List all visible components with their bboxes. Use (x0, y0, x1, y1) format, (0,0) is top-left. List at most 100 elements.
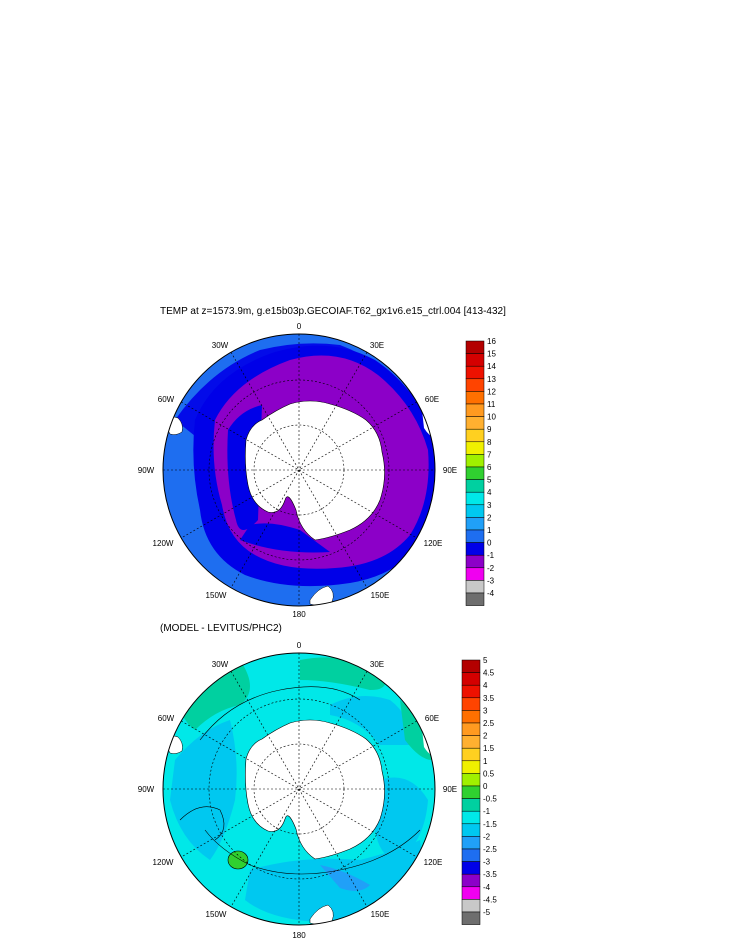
panel1-colorbar-label-12: 4 (487, 488, 492, 497)
panel2-colorbar-swatch-14 (461, 836, 481, 850)
panel2-colorbar-label-13: -1.5 (483, 820, 497, 829)
panel1-antarctica (245, 400, 385, 541)
panel1-colorbar-swatch-8 (465, 441, 485, 455)
panel1-band-blue-ross (240, 523, 330, 553)
panel1-colorbar-label-2: 14 (487, 362, 496, 371)
panel2-colorbar-swatch-20 (461, 911, 481, 925)
panel1-colorbar-swatch-15 (465, 529, 485, 543)
panel1-colorbar-label-17: -1 (487, 551, 495, 560)
panel1-colorbar-swatch-18 (465, 567, 485, 581)
panel1-map (163, 334, 435, 606)
panel2-colorbar-label-7: 1.5 (483, 744, 495, 753)
panel2-lon-30w: 30W (212, 660, 229, 669)
panel2-colorbar-swatch-19 (461, 899, 481, 913)
panel2-map-border (162, 652, 436, 926)
panel2-colorbar-label-6: 2 (483, 732, 488, 741)
panel2-colorbar-label-3: 3.5 (483, 694, 495, 703)
panel1-lon-150e: 150E (371, 591, 390, 600)
panel1-colorbar-label-4: 12 (487, 387, 496, 396)
panel2-colorbar-swatch-5 (461, 722, 481, 736)
panel2-contour-3 (179, 806, 225, 841)
panel1-lon-90w: 90W (138, 466, 155, 475)
panel2-patch-west (170, 720, 237, 860)
panel1-colorbar-swatch-4 (465, 391, 485, 405)
panel2-colorbar-label-9: 0.5 (483, 769, 495, 778)
panel1-graticule (163, 334, 435, 606)
panel1-lon-120w: 120W (153, 539, 174, 548)
panel2-title: (MODEL - LEVITUS/PHC2) (160, 623, 282, 634)
panel2-colorbar-label-4: 3 (483, 706, 488, 715)
panel2-colorbar-swatch-16 (461, 861, 481, 875)
panel1-colorbar-label-0: 16 (487, 337, 496, 346)
panel2-lon-90e: 90E (443, 785, 457, 794)
panel2-colorbar-swatch-18 (461, 886, 481, 900)
panel2-lon-150e: 150E (371, 910, 390, 919)
panel1-lon-0: 0 (297, 322, 302, 331)
panel2-colorbar-label-8: 1 (483, 757, 488, 766)
panel2-colorbar-swatch-1 (461, 672, 481, 686)
panel1-lon-120e: 120E (424, 539, 443, 548)
panel2-contour-2 (204, 829, 421, 875)
panel2-colorbar-label-11: -0.5 (483, 795, 497, 804)
panel1-colorbar-label-16: 0 (487, 539, 492, 548)
panel2-lon-30e: 30E (370, 660, 384, 669)
panel1-map-border (162, 333, 436, 607)
panel2-colorbar-label-18: -4 (483, 883, 491, 892)
panel1-colorbar-swatch-19 (465, 580, 485, 594)
panel2-colorbar-label-12: -1 (483, 807, 491, 816)
panel1-colorbar-label-14: 2 (487, 513, 492, 522)
panel2-colorbar-label-15: -2.5 (483, 845, 497, 854)
panel2-lon-90w: 90W (138, 785, 155, 794)
panel2-lon-60e: 60E (425, 714, 439, 723)
panel1-colorbar-swatch-20 (465, 592, 485, 606)
panel1-colorbar-swatch-0 (465, 340, 485, 354)
panel1-colorbar-label-18: -2 (487, 564, 495, 573)
panel2-contour-1 (199, 686, 361, 741)
panel2-colorbar-swatch-12 (461, 810, 481, 825)
panel1-colorbar-swatch-1 (465, 353, 485, 367)
panel1-colorbar-label-13: 3 (487, 501, 492, 510)
panel2-colorbar-swatch-13 (461, 823, 481, 837)
panel1-colorbar-label-10: 6 (487, 463, 492, 472)
panel2-colorbar: 5 4.5 4 3.5 3 2.5 2 1.5 1 0.5 0 -0.5 -1 -1.5 -2 -2.5 -3 -… (461, 656, 497, 925)
panel2-colorbar-label-1: 4.5 (483, 669, 495, 678)
panel2-colorbar-label-10: 0 (483, 782, 488, 791)
panel1-colorbar-label-6: 10 (487, 413, 496, 422)
panel1-colorbar-swatch-12 (465, 491, 485, 506)
panel1-lon-60e: 60E (425, 395, 439, 404)
panel1-colorbar-swatch-17 (465, 554, 485, 569)
panel1-colorbar-label-19: -3 (487, 576, 495, 585)
panel1-lon-30w: 30W (212, 341, 229, 350)
panel2-colorbar-label-2: 4 (483, 681, 488, 690)
panel2-colorbar-swatch-7 (461, 747, 481, 762)
panel2-colorbar-swatch-4 (461, 710, 481, 724)
panel1-colorbar-swatch-5 (465, 403, 485, 417)
panel2-lon-120e: 120E (424, 858, 443, 867)
panel1-colorbar-swatch-9 (465, 454, 485, 468)
panel2-colorbar-swatch-2 (461, 684, 481, 699)
panel1-colorbar-label-3: 13 (487, 375, 496, 384)
panel2-patch-north (330, 696, 415, 745)
panel1-colorbar-swatch-14 (465, 517, 485, 531)
panel1-lon-30e: 30E (370, 341, 384, 350)
panel2-colorbar-swatch-8 (461, 760, 481, 774)
panel1-colorbar-swatch-6 (465, 416, 485, 430)
panel2-colorbar-label-0: 5 (483, 656, 488, 665)
panel1-lon-60w: 60W (158, 395, 175, 404)
panel2-colorbar-label-20: -5 (483, 908, 491, 917)
panel2-colorbar-label-17: -3.5 (483, 870, 497, 879)
panel1-colorbar-label-1: 15 (487, 350, 496, 359)
panel1-colorbar-label-11: 5 (487, 476, 492, 485)
panel2-lon-labels: 0 30E 60E 90E 120E 150E 180 150W 120W 90… (138, 641, 457, 940)
panel2-colorbar-swatch-11 (461, 798, 481, 812)
panel1-colorbar-swatch-13 (465, 504, 485, 518)
panel2-colorbar-swatch-6 (461, 735, 481, 749)
panel2-colorbar-swatch-15 (461, 848, 481, 862)
panel2-colorbar-label-14: -2 (483, 832, 491, 841)
panel1-colorbar-label-15: 1 (487, 526, 492, 535)
panel2-lon-60w: 60W (158, 714, 175, 723)
panel1-colorbar-swatch-11 (465, 479, 485, 493)
panel1-colorbar-swatch-16 (465, 542, 485, 556)
panel2-antarctica (245, 719, 385, 860)
